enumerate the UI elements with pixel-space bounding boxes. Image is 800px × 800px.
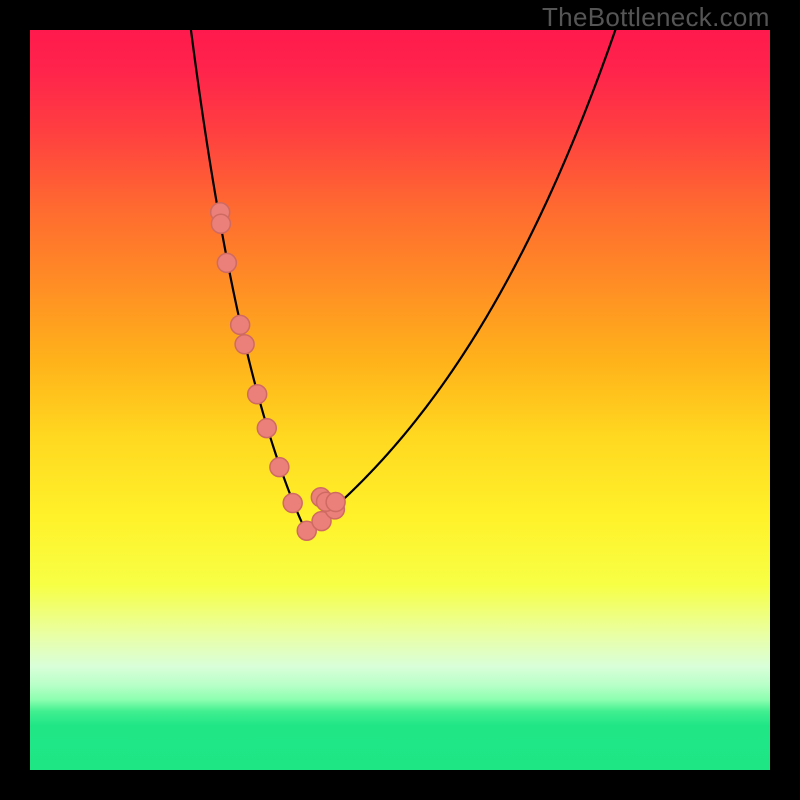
data-marker <box>270 458 289 477</box>
data-marker <box>231 315 250 334</box>
data-marker <box>257 419 276 438</box>
data-marker <box>283 494 302 513</box>
data-marker <box>248 385 267 404</box>
curves-layer <box>30 30 770 770</box>
v-curve <box>30 30 770 529</box>
data-marker <box>326 493 345 512</box>
data-marker <box>217 253 236 272</box>
watermark-text: TheBottleneck.com <box>542 2 770 33</box>
data-marker <box>235 335 254 354</box>
plot-area <box>30 30 770 770</box>
data-marker <box>211 214 230 233</box>
marker-group <box>211 203 345 540</box>
